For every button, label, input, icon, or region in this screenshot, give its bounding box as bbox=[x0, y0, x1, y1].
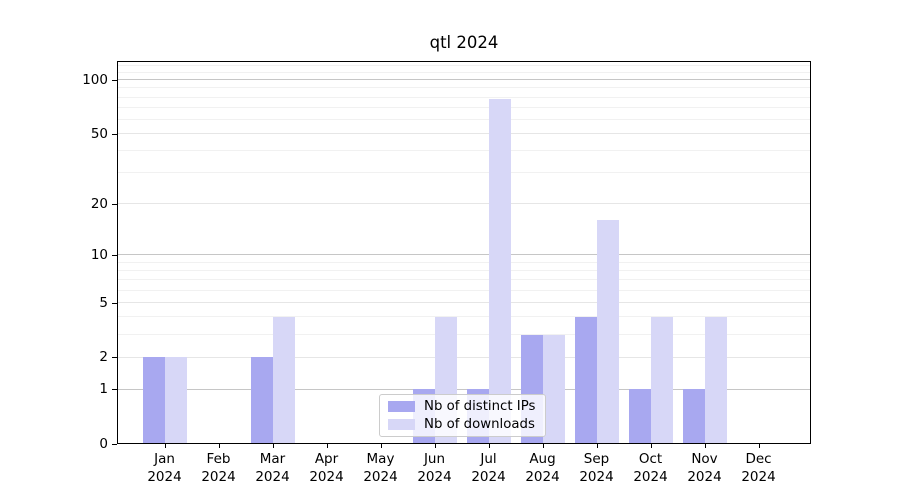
gridline-minor-70 bbox=[118, 107, 810, 109]
x-tick-label-nov: Nov 2024 bbox=[687, 451, 722, 485]
x-tick-label-may: May 2024 bbox=[363, 451, 398, 485]
x-tick-mark-jan bbox=[164, 444, 166, 448]
x-tick-label-oct: Oct 2024 bbox=[633, 451, 668, 485]
y-tick-mark-20 bbox=[112, 203, 117, 205]
gridline-minor-3 bbox=[118, 334, 810, 336]
x-tick-mark-nov bbox=[704, 444, 706, 448]
x-tick-mark-jul bbox=[488, 444, 490, 448]
x-tick-label-jan: Jan 2024 bbox=[147, 451, 182, 485]
x-tick-mark-apr bbox=[326, 444, 328, 448]
gridline-minor-7 bbox=[118, 279, 810, 281]
gridline-major-20 bbox=[118, 203, 810, 205]
y-tick-label-100: 100 bbox=[82, 71, 108, 88]
bar-distinct-ips-sep bbox=[574, 316, 597, 444]
y-tick-mark-1 bbox=[112, 389, 117, 391]
x-tick-mark-sep bbox=[596, 444, 598, 448]
y-tick-mark-50 bbox=[112, 133, 117, 135]
x-tick-label-mar: Mar 2024 bbox=[255, 451, 290, 485]
gridline-minor-120 bbox=[118, 64, 810, 66]
y-tick-label-10: 10 bbox=[90, 246, 108, 263]
bar-distinct-ips-oct bbox=[628, 389, 651, 444]
x-tick-label-jun: Jun 2024 bbox=[417, 451, 452, 485]
legend: Nb of distinct IPs Nb of downloads bbox=[379, 394, 546, 437]
x-tick-mark-oct bbox=[650, 444, 652, 448]
bar-downloads-nov bbox=[704, 316, 727, 444]
x-tick-mark-jun bbox=[434, 444, 436, 448]
y-tick-label-2: 2 bbox=[99, 349, 108, 366]
bar-downloads-aug bbox=[542, 334, 565, 444]
y-tick-mark-2 bbox=[112, 357, 117, 359]
bar-distinct-ips-nov bbox=[682, 389, 705, 444]
x-tick-mark-dec bbox=[758, 444, 760, 448]
x-tick-label-feb: Feb 2024 bbox=[201, 451, 236, 485]
x-tick-label-apr: Apr 2024 bbox=[309, 451, 344, 485]
legend-item-distinct-ips: Nb of distinct IPs bbox=[388, 399, 537, 414]
gridline-minor-60 bbox=[118, 119, 810, 120]
gridline-minor-9 bbox=[118, 261, 810, 263]
legend-item-downloads: Nb of downloads bbox=[388, 417, 537, 432]
x-tick-label-sep: Sep 2024 bbox=[579, 451, 614, 485]
x-tick-label-jul: Jul 2024 bbox=[471, 451, 506, 485]
y-tick-label-0: 0 bbox=[99, 436, 108, 452]
gridline-minor-110 bbox=[118, 71, 810, 73]
bar-distinct-ips-jan bbox=[142, 357, 165, 444]
y-tick-mark-0 bbox=[112, 444, 117, 445]
gridline-major-1 bbox=[118, 388, 810, 390]
x-tick-label-dec: Dec 2024 bbox=[741, 451, 776, 485]
gridline-minor-30 bbox=[118, 172, 810, 174]
gridline-minor-40 bbox=[118, 150, 810, 152]
gridline-major-10 bbox=[118, 254, 810, 256]
y-tick-label-50: 50 bbox=[90, 125, 108, 142]
legend-swatch-distinct-ips bbox=[388, 401, 415, 413]
legend-label-downloads: Nb of downloads bbox=[424, 416, 535, 432]
gridline-major-5 bbox=[118, 302, 810, 304]
chart-title: qtl 2024 bbox=[429, 33, 499, 52]
y-tick-label-20: 20 bbox=[90, 195, 108, 212]
bar-downloads-sep bbox=[596, 220, 619, 444]
gridline-major-2 bbox=[118, 356, 810, 358]
x-tick-mark-feb bbox=[218, 444, 220, 448]
bar-distinct-ips-mar bbox=[250, 357, 273, 444]
x-tick-mark-may bbox=[380, 444, 382, 448]
legend-label-distinct-ips: Nb of distinct IPs bbox=[424, 399, 536, 415]
x-tick-label-aug: Aug 2024 bbox=[525, 451, 560, 485]
gridline-minor-6 bbox=[118, 289, 810, 291]
y-tick-mark-10 bbox=[112, 254, 117, 256]
gridline-minor-80 bbox=[118, 96, 810, 98]
gridline-major-100 bbox=[118, 79, 810, 81]
x-tick-mark-mar bbox=[272, 444, 274, 448]
y-tick-label-1: 1 bbox=[99, 381, 108, 398]
bar-downloads-mar bbox=[272, 316, 295, 444]
bar-downloads-jan bbox=[164, 357, 187, 444]
bar-downloads-oct bbox=[650, 316, 673, 444]
y-tick-mark-5 bbox=[112, 302, 117, 304]
gridline-major-50 bbox=[118, 133, 810, 135]
gridline-minor-4 bbox=[118, 316, 810, 318]
gridline-minor-8 bbox=[118, 270, 810, 272]
y-tick-label-5: 5 bbox=[99, 294, 108, 311]
gridline-minor-90 bbox=[118, 87, 810, 89]
legend-swatch-downloads bbox=[388, 418, 415, 430]
x-tick-mark-aug bbox=[542, 444, 544, 448]
y-tick-mark-100 bbox=[112, 79, 117, 81]
bar-downloads-jul bbox=[488, 99, 511, 444]
